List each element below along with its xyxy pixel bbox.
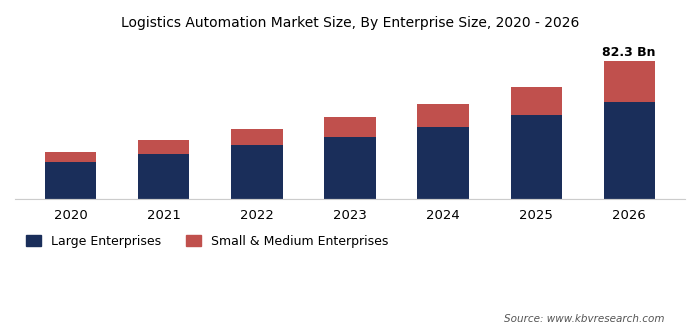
Bar: [417, 127, 468, 199]
Bar: [139, 140, 190, 154]
Text: 82.3 Bn: 82.3 Bn: [603, 46, 656, 59]
Bar: [510, 115, 561, 199]
Bar: [603, 61, 654, 102]
Bar: [510, 87, 561, 115]
Text: Source: www.kbvresearch.com: Source: www.kbvresearch.com: [504, 314, 664, 324]
Bar: [324, 137, 376, 199]
Bar: [417, 104, 468, 127]
Legend: Large Enterprises, Small & Medium Enterprises: Large Enterprises, Small & Medium Enterp…: [21, 230, 393, 253]
Bar: [232, 129, 283, 145]
Bar: [232, 145, 283, 199]
Bar: [603, 102, 654, 199]
Bar: [46, 152, 97, 162]
Bar: [46, 162, 97, 199]
Bar: [324, 117, 376, 137]
Text: Logistics Automation Market Size, By Enterprise Size, 2020 - 2026: Logistics Automation Market Size, By Ent…: [121, 16, 579, 30]
Bar: [139, 154, 190, 199]
